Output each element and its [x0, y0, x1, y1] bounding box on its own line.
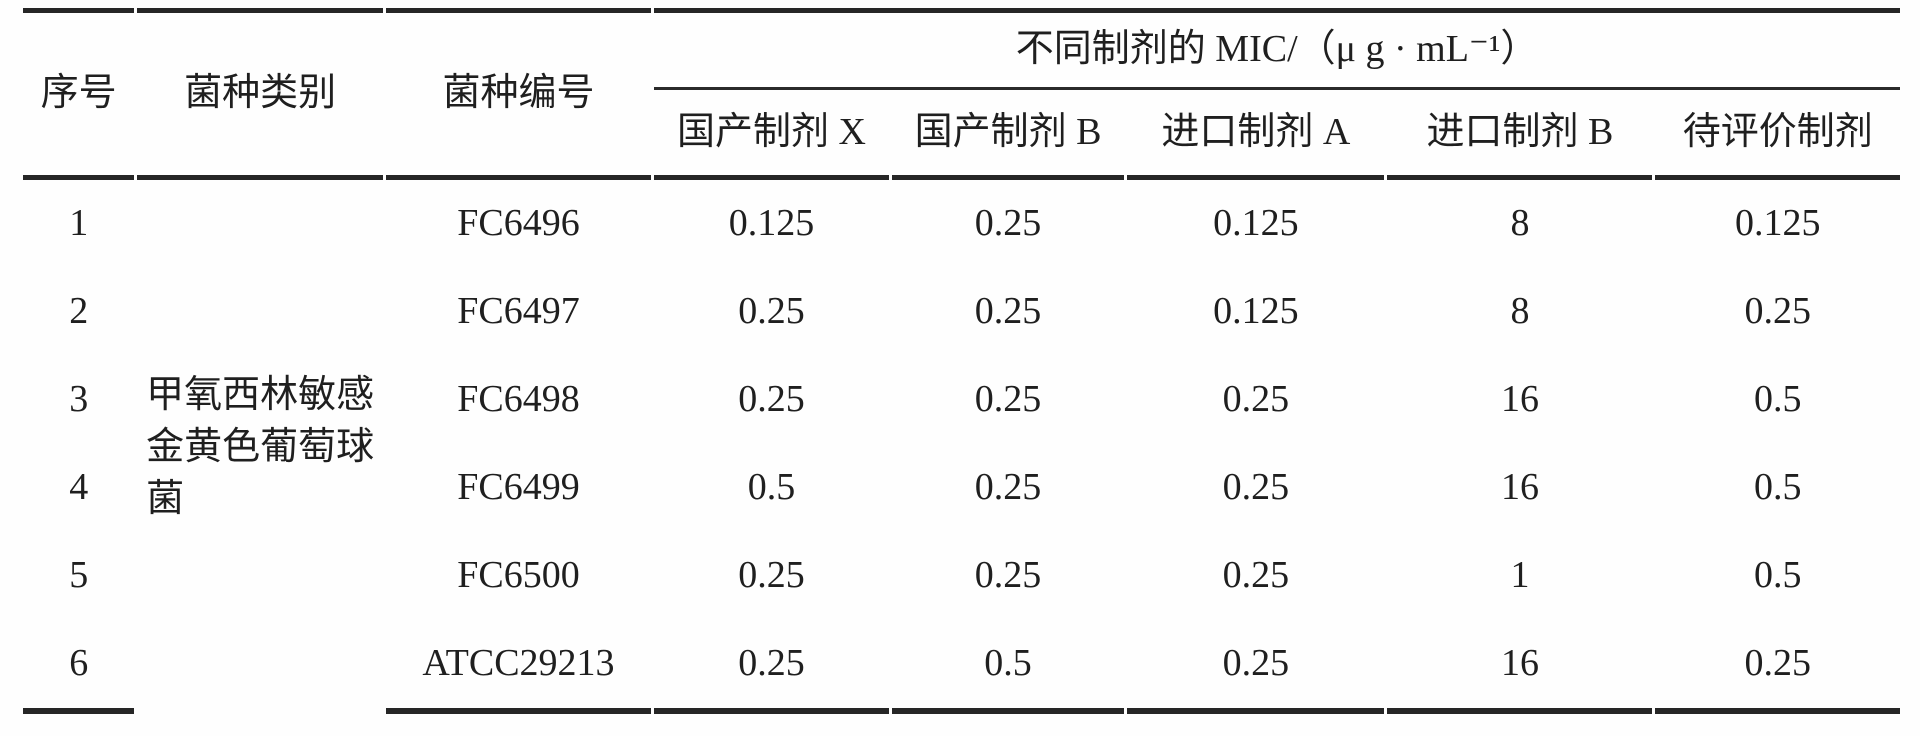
mic-value-cell: 0.25 — [1744, 290, 1811, 333]
strain-id-cell: FC6497 — [457, 290, 580, 333]
table-row: 2 FC6497 0.25 0.25 0.125 8 0.25 — [23, 268, 1900, 356]
strain-id-cell: FC6498 — [457, 378, 580, 421]
species-category-cell: 甲氧西林敏感 金黄色葡萄球 菌 — [137, 180, 382, 714]
table-row: 1 甲氧西林敏感 金黄色葡萄球 菌 FC6496 0.125 0.25 0.12… — [23, 180, 1900, 520]
mic-value-cell: 16 — [1500, 466, 1539, 509]
strain-id-cell: FC6499 — [457, 466, 580, 509]
mic-value-cell: 16 — [1387, 620, 1653, 714]
mic-value-cell: 0.25 — [738, 290, 805, 333]
mic-value-cell: 0.5 — [747, 466, 796, 509]
row-number-cell: 3 — [69, 378, 89, 421]
strain-id-cell: FC6500 — [457, 554, 580, 597]
row-number-cell: 2 — [69, 290, 89, 333]
mic-value-cell: 0.125 — [1734, 202, 1821, 245]
mic-value-cell: 0.25 — [1222, 554, 1290, 597]
header-test-preparation: 待评价制剂 — [1655, 90, 1900, 180]
header-domestic-x: 国产制剂 X — [654, 90, 889, 180]
header-domestic-b: 国产制剂 B — [891, 90, 1125, 180]
mic-value-cell: 0.25 — [738, 378, 805, 421]
row-number-cell: 1 — [69, 202, 89, 245]
header-mic-group: 不同制剂的 MIC/（μ g · mL⁻¹） — [654, 8, 1900, 90]
mic-value-cell: 16 — [1500, 378, 1539, 421]
table-row: 6 ATCC29213 0.25 0.5 0.25 16 0.25 — [23, 620, 1900, 714]
mic-value-cell: 0.125 — [728, 202, 815, 245]
mic-value-cell: 0.25 — [1222, 378, 1290, 421]
mic-value-cell: 0.25 — [738, 554, 805, 597]
row-number-cell: 6 — [23, 620, 135, 714]
mic-table: 序号 菌种类别 菌种编号 不同制剂的 MIC/（μ g · mL⁻¹） 国产制剂… — [20, 8, 1903, 714]
row-number-cell: 4 — [69, 466, 89, 509]
mic-value-cell: 1 — [1510, 554, 1530, 597]
mic-value-cell: 0.125 — [1213, 202, 1299, 245]
strain-id-cell: FC6496 — [457, 202, 580, 245]
header-imported-b: 进口制剂 B — [1387, 90, 1653, 180]
mic-value-cell: 0.25 — [974, 290, 1042, 333]
mic-value-cell: 0.25 — [974, 554, 1042, 597]
header-strain-id: 菌种编号 — [385, 8, 652, 180]
table-row: 3 FC6498 0.25 0.25 0.25 16 0.5 — [23, 356, 1900, 444]
table-row: 5 FC6500 0.25 0.25 0.25 1 0.5 — [23, 532, 1900, 620]
row-number-cell: 5 — [69, 554, 89, 597]
mic-value-cell: 0.5 — [1753, 378, 1802, 421]
mic-value-cell: 0.5 — [1753, 466, 1802, 509]
mic-value-cell: 0.5 — [891, 620, 1125, 714]
table-row: 4 FC6499 0.5 0.25 0.25 16 0.5 — [23, 444, 1900, 532]
mic-value-cell: 0.25 — [1655, 620, 1900, 714]
mic-value-cell: 0.25 — [974, 202, 1042, 245]
strain-id-cell: ATCC29213 — [385, 620, 652, 714]
header-species-category: 菌种类别 — [137, 8, 383, 180]
mic-value-cell: 0.25 — [974, 466, 1042, 509]
mic-value-cell: 8 — [1510, 290, 1530, 333]
mic-value-cell: 0.25 — [974, 378, 1042, 421]
species-category-text: 甲氧西林敏感 金黄色葡萄球 菌 — [146, 374, 375, 520]
mic-value-cell: 0.25 — [1127, 620, 1385, 714]
mic-value-cell: 0.25 — [654, 620, 889, 714]
header-serial-number: 序号 — [23, 8, 135, 180]
mic-value-cell: 0.5 — [1753, 554, 1802, 597]
header-imported-a: 进口制剂 A — [1127, 90, 1385, 180]
mic-value-cell: 0.25 — [1222, 466, 1290, 509]
mic-value-cell: 8 — [1510, 202, 1530, 245]
mic-value-cell: 0.125 — [1213, 290, 1299, 333]
